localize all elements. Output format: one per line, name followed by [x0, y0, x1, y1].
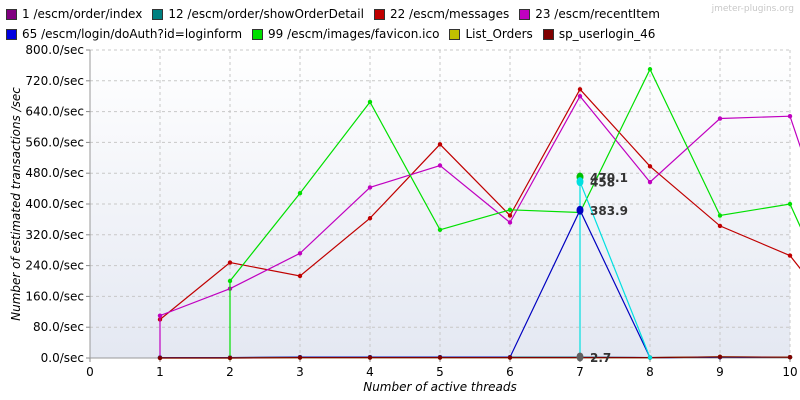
y-tick-label: 240.0/sec [25, 259, 84, 273]
legend-row: 1 /escm/order/index 12 /escm/order/showO… [6, 4, 706, 24]
data-point [787, 114, 793, 119]
data-point [507, 355, 513, 360]
data-point [717, 116, 723, 121]
data-point [297, 191, 303, 196]
data-point [577, 94, 583, 99]
data-point [647, 164, 653, 169]
data-point [437, 142, 443, 147]
data-point [437, 227, 443, 232]
data-point [227, 355, 233, 361]
x-tick-label: 10 [782, 365, 797, 379]
legend-swatch [373, 8, 385, 20]
legend-swatch [152, 8, 164, 20]
data-point [717, 354, 723, 360]
legend-item: 99 /escm/images/favicon.ico [252, 24, 439, 44]
data-point [507, 207, 513, 212]
value-label: 383.9 [590, 204, 628, 218]
y-tick-label: 640.0/sec [25, 105, 84, 119]
y-tick-label: 400.0/sec [25, 197, 84, 211]
value-label: 458 [590, 176, 615, 190]
x-tick-label: 6 [506, 365, 514, 379]
highlight-marker [576, 177, 584, 187]
x-tick-label: 0 [86, 365, 94, 379]
legend-row: 65 /escm/login/doAuth?id=loginform 99 /e… [6, 24, 706, 44]
legend-swatch [6, 28, 17, 40]
x-tick-label: 1 [156, 365, 164, 379]
watermark: jmeter-plugins.org [711, 4, 794, 14]
y-tick-label: 160.0/sec [25, 289, 84, 303]
legend-swatch [449, 28, 461, 40]
data-point [297, 273, 303, 279]
legend-label: 1 /escm/order/index [22, 7, 143, 21]
y-tick-label: 480.0/sec [25, 166, 84, 180]
series-line [159, 95, 800, 358]
series-group [157, 67, 800, 361]
data-point [157, 313, 163, 318]
legend-item: 12 /escm/order/showOrderDetail [152, 4, 364, 24]
x-tick-label: 2 [226, 365, 234, 379]
data-point [577, 87, 583, 92]
x-tick-label: 3 [296, 365, 304, 379]
data-point [227, 260, 233, 265]
data-point [787, 201, 793, 207]
series-line [160, 356, 791, 359]
x-tick-label: 5 [436, 365, 444, 379]
legend-item: sp_userlogin_46 [542, 24, 656, 44]
legend-swatch [542, 28, 554, 40]
legend-item: List_Orders [449, 24, 533, 44]
y-tick-label: 560.0/sec [25, 135, 84, 149]
data-point [157, 355, 163, 361]
y-tick-label: 800.0/sec [25, 43, 84, 57]
legend-label: 23 /escm/recentItem [535, 7, 660, 21]
data-point [437, 355, 443, 360]
legend-label: 12 /escm/order/showOrderDetail [168, 7, 364, 21]
x-axis-title: Number of active threads [363, 380, 517, 394]
data-point [367, 99, 373, 105]
x-tick-label: 8 [646, 365, 654, 379]
legend-swatch [252, 28, 264, 40]
data-point [227, 278, 233, 284]
data-point [507, 213, 513, 218]
legend-label: List_Orders [465, 27, 533, 41]
y-tick-label: 80.0/sec [33, 320, 84, 334]
legend-item: 65 /escm/login/doAuth?id=loginform [6, 24, 242, 44]
data-point [367, 185, 373, 190]
data-point [367, 355, 373, 360]
legend-item: 22 /escm/messages [373, 4, 510, 24]
data-point [297, 251, 303, 256]
legend-label: sp_userlogin_46 [558, 27, 656, 41]
data-point [717, 223, 723, 229]
data-point [787, 253, 793, 258]
legend-label: 22 /escm/messages [389, 7, 510, 21]
legend-item: 1 /escm/order/index [6, 4, 142, 24]
data-point [437, 163, 443, 168]
chart-legend: 1 /escm/order/index 12 /escm/order/showO… [6, 4, 706, 44]
highlight-marker [576, 205, 584, 215]
data-point [717, 213, 723, 218]
data-point [787, 355, 793, 360]
x-tick-label: 9 [716, 365, 724, 379]
y-tick-label: 320.0/sec [25, 228, 84, 242]
legend-swatch [6, 8, 17, 20]
y-axis-title: Number of estimated transactions /sec [9, 87, 23, 321]
data-point [507, 220, 513, 225]
y-tick-label: 720.0/sec [25, 74, 84, 88]
legend-item: 23 /escm/recentItem [519, 4, 660, 24]
legend-label: 99 /escm/images/favicon.ico [268, 27, 440, 41]
y-tick-label: 0.0/sec [41, 351, 84, 365]
x-tick-label: 7 [576, 365, 584, 379]
legend-label: 65 /escm/login/doAuth?id=loginform [22, 27, 243, 41]
value-label: 470.1 [590, 171, 628, 185]
x-tick-label: 4 [366, 365, 374, 379]
highlight-marker [576, 352, 584, 362]
data-point [297, 355, 303, 360]
data-point [647, 67, 653, 72]
value-label: 2.7 [590, 351, 611, 365]
data-point [647, 179, 653, 185]
legend-swatch [519, 8, 531, 20]
data-point [367, 216, 373, 221]
data-point [647, 355, 653, 360]
